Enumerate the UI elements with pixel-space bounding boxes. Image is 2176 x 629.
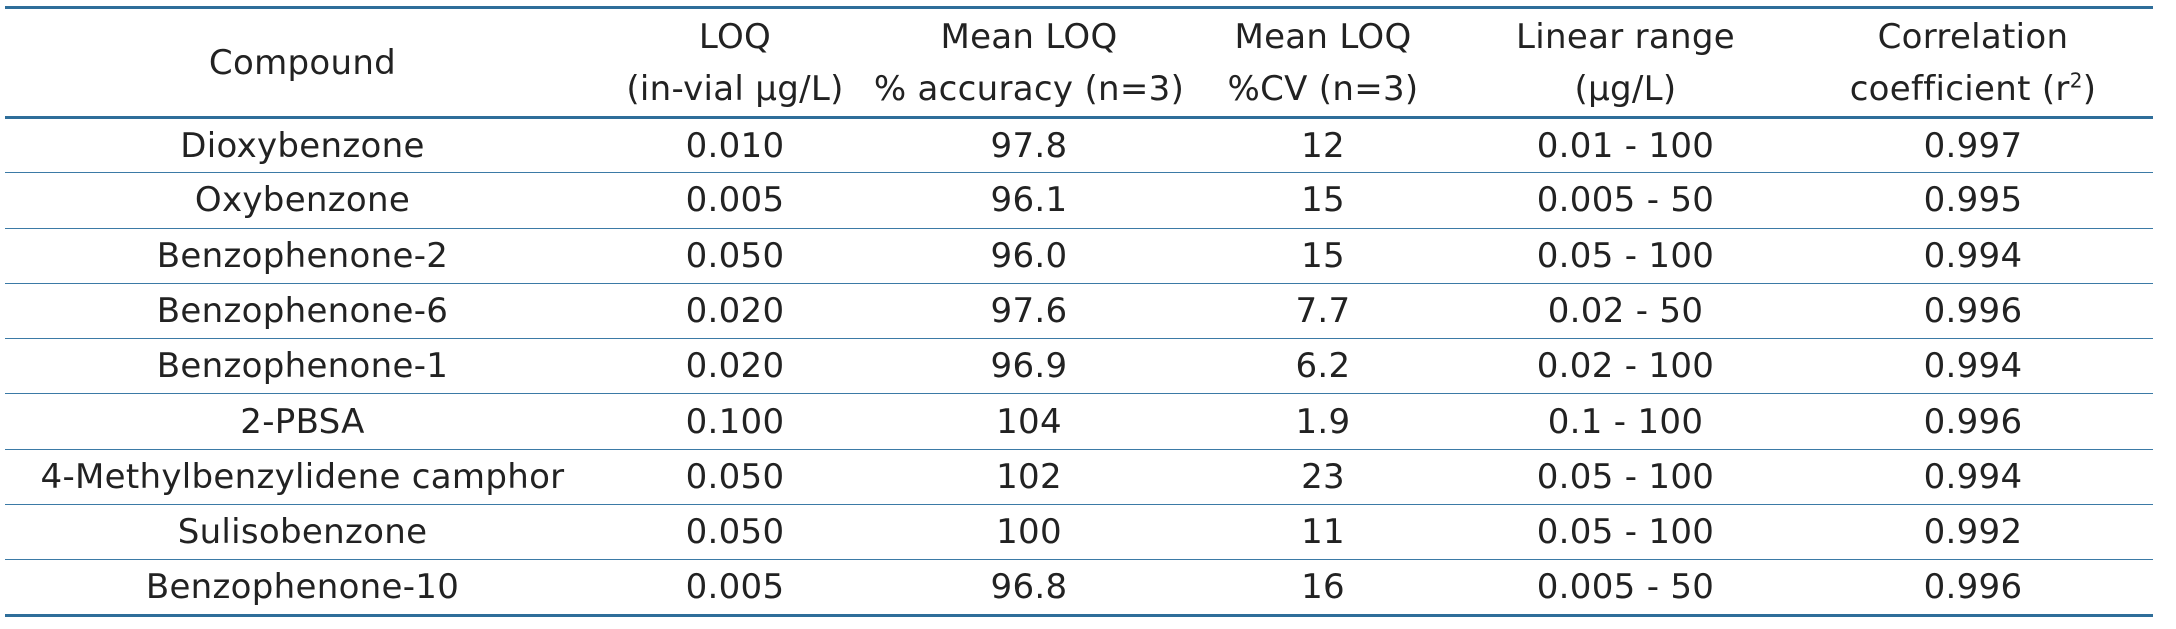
cell-correlation: 0.997 — [1923, 125, 2023, 166]
cell-correlation: 0.994 — [1923, 456, 2023, 497]
header-compound-label: Compound — [208, 42, 397, 83]
header-range-line1: Linear range — [1516, 16, 1735, 57]
cell-linear-range: 0.02 - 50 — [1547, 291, 1704, 332]
header-loq: LOQ (in-vial µg/L) — [600, 8, 870, 118]
cell-loq: 0.020 — [685, 346, 785, 387]
cell-cv: 7.7 — [1295, 291, 1351, 332]
header-loq-line1: LOQ — [698, 16, 772, 57]
cell-compound: Benzophenone-1 — [156, 346, 449, 387]
cell-correlation: 0.995 — [1923, 180, 2023, 221]
header-cv-line2: %CV (n=3) — [1227, 68, 1419, 109]
header-corr-text: coefficient (r — [1849, 68, 2070, 109]
cell-cv: 11 — [1301, 512, 1345, 553]
table-row: Sulisobenzone 0.050 100 11 0.05 - 100 0.992 — [5, 505, 2153, 560]
cell-loq: 0.005 — [685, 180, 785, 221]
cell-cv: 12 — [1301, 125, 1345, 166]
cell-loq: 0.050 — [685, 512, 785, 553]
cell-cv: 6.2 — [1295, 346, 1351, 387]
cell-cv: 23 — [1301, 456, 1345, 497]
header-compound: Compound — [5, 8, 600, 118]
table-header: Compound LOQ (in-vial µg/L) Mean LOQ % a… — [5, 7, 2153, 118]
cell-accuracy: 104 — [996, 401, 1062, 442]
data-table-container: Compound LOQ (in-vial µg/L) Mean LOQ % a… — [5, 6, 2153, 617]
cell-accuracy: 97.8 — [990, 125, 1068, 166]
cell-linear-range: 0.1 - 100 — [1547, 401, 1704, 442]
cell-correlation: 0.992 — [1923, 512, 2023, 553]
cell-compound: Benzophenone-2 — [156, 235, 449, 276]
cell-accuracy: 96.9 — [990, 346, 1068, 387]
cell-compound: 4-Methylbenzylidene camphor — [40, 456, 565, 497]
cell-loq: 0.100 — [685, 401, 785, 442]
cell-loq: 0.050 — [685, 235, 785, 276]
cell-linear-range: 0.05 - 100 — [1536, 235, 1715, 276]
cell-accuracy: 102 — [996, 456, 1062, 497]
loq-results-table: Compound LOQ (in-vial µg/L) Mean LOQ % a… — [5, 6, 2153, 617]
cell-loq: 0.050 — [685, 456, 785, 497]
header-loq-line2: (in-vial µg/L) — [626, 68, 844, 109]
header-correlation-coefficient: Correlation coefficient (r2) — [1793, 8, 2153, 118]
cell-accuracy: 96.0 — [990, 235, 1068, 276]
header-linear-range: Linear range (µg/L) — [1458, 8, 1793, 118]
table-row: Benzophenone-1 0.020 96.9 6.2 0.02 - 100 0.99… — [5, 339, 2153, 394]
header-corr-line2: coefficient (r2) — [1793, 63, 2153, 115]
cell-correlation: 0.996 — [1923, 291, 2023, 332]
header-cv-line1: Mean LOQ — [1234, 16, 1412, 57]
cell-accuracy: 96.8 — [990, 567, 1068, 608]
header-corr-close: ) — [2082, 68, 2097, 109]
table-row: Dioxybenzone 0.010 97.8 12 0.01 - 100 0.997 — [5, 118, 2153, 173]
table-body: Dioxybenzone 0.010 97.8 12 0.01 - 100 0.997 Ox… — [5, 118, 2153, 616]
cell-linear-range: 0.05 - 100 — [1536, 512, 1715, 553]
cell-correlation: 0.994 — [1923, 346, 2023, 387]
header-mean-loq-cv: Mean LOQ %CV (n=3) — [1188, 8, 1458, 118]
table-row: Oxybenzone 0.005 96.1 15 0.005 - 50 0.995 — [5, 173, 2153, 229]
table-row: Benzophenone-6 0.020 97.6 7.7 0.02 - 50 0.996 — [5, 283, 2153, 339]
cell-linear-range: 0.005 - 50 — [1536, 567, 1715, 608]
header-mean-loq-accuracy: Mean LOQ % accuracy (n=3) — [870, 8, 1188, 118]
cell-compound: 2-PBSA — [240, 401, 365, 442]
cell-loq: 0.010 — [685, 125, 785, 166]
table-row: 4-Methylbenzylidene camphor 0.050 102 23 0.0… — [5, 449, 2153, 505]
cell-cv: 1.9 — [1295, 401, 1351, 442]
cell-linear-range: 0.005 - 50 — [1536, 180, 1715, 221]
table-row: 2-PBSA 0.100 104 1.9 0.1 - 100 0.996 — [5, 394, 2153, 450]
table-row: Benzophenone-10 0.005 96.8 16 0.005 - 50 0.99… — [5, 560, 2153, 616]
cell-correlation: 0.996 — [1923, 567, 2023, 608]
cell-cv: 15 — [1301, 235, 1345, 276]
cell-loq: 0.005 — [685, 567, 785, 608]
cell-loq: 0.020 — [685, 291, 785, 332]
header-corr-superscript: 2 — [2069, 68, 2083, 93]
cell-compound: Benzophenone-10 — [145, 567, 460, 608]
cell-correlation: 0.996 — [1923, 401, 2023, 442]
cell-compound: Oxybenzone — [194, 180, 411, 221]
cell-linear-range: 0.02 - 100 — [1536, 346, 1715, 387]
table-row: Benzophenone-2 0.050 96.0 15 0.05 - 100 0.994 — [5, 228, 2153, 284]
cell-cv: 15 — [1301, 180, 1345, 221]
cell-compound: Sulisobenzone — [177, 512, 428, 553]
cell-accuracy: 100 — [996, 512, 1062, 553]
header-row: Compound LOQ (in-vial µg/L) Mean LOQ % a… — [5, 7, 2153, 118]
header-accuracy-line1: Mean LOQ — [940, 16, 1118, 57]
cell-cv: 16 — [1301, 567, 1345, 608]
cell-linear-range: 0.05 - 100 — [1536, 456, 1715, 497]
header-accuracy-line2: % accuracy (n=3) — [873, 68, 1185, 109]
cell-linear-range: 0.01 - 100 — [1536, 125, 1715, 166]
cell-compound: Benzophenone-6 — [156, 291, 449, 332]
cell-correlation: 0.994 — [1923, 235, 2023, 276]
header-corr-line1: Correlation — [1877, 16, 2069, 57]
cell-compound: Dioxybenzone — [180, 125, 425, 166]
header-range-line2: (µg/L) — [1574, 68, 1677, 109]
cell-accuracy: 97.6 — [990, 291, 1068, 332]
cell-accuracy: 96.1 — [990, 180, 1068, 221]
